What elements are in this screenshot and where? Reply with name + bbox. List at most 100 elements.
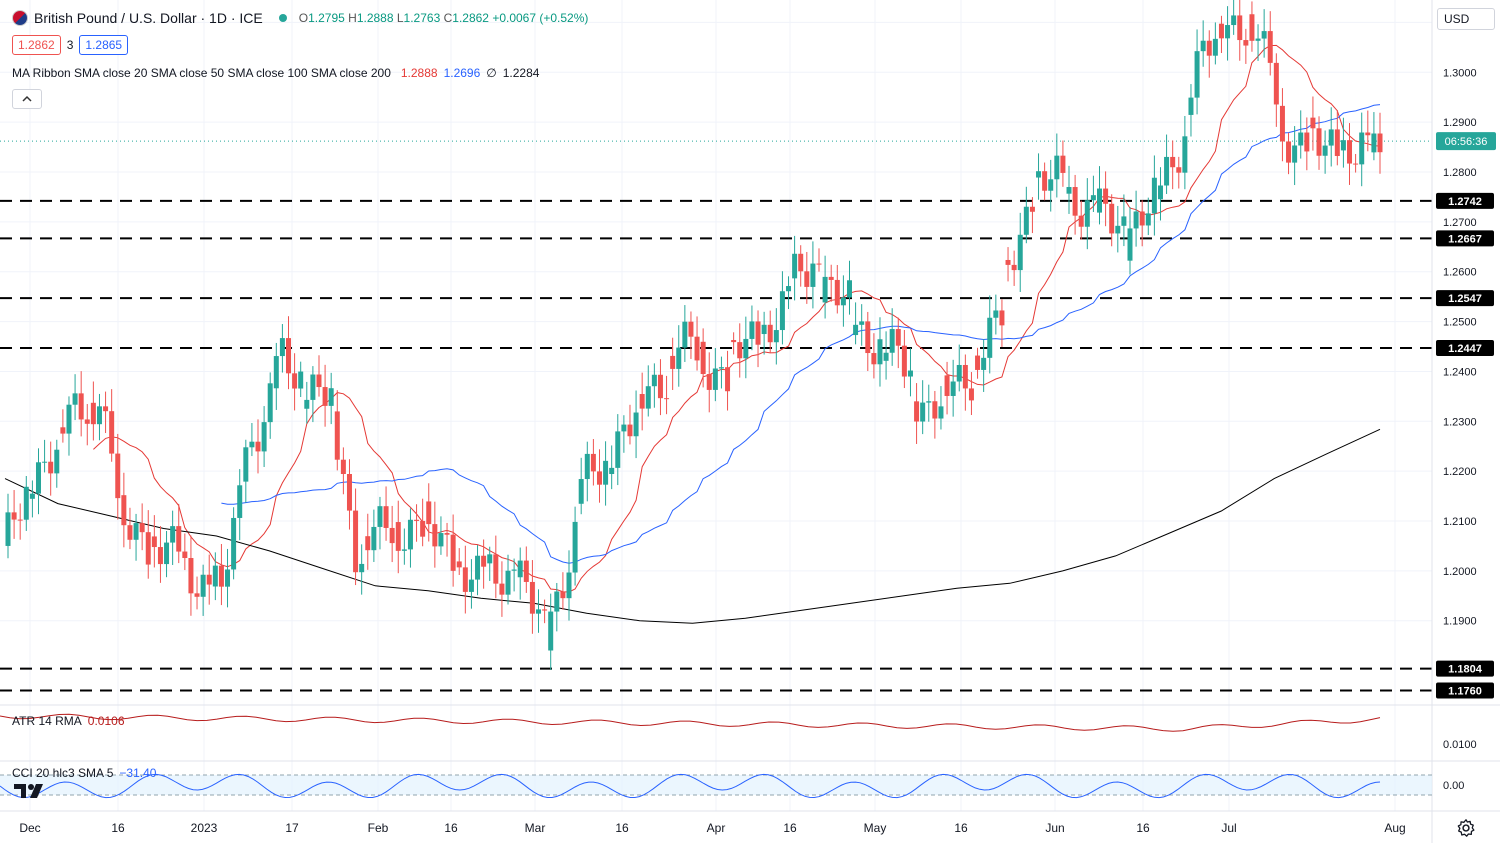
candle-body <box>1078 215 1084 227</box>
candle-body <box>651 374 657 387</box>
candle-body <box>261 422 267 452</box>
candle-body <box>1359 132 1365 165</box>
candle-body <box>1127 228 1133 261</box>
candle-body <box>127 525 133 540</box>
candle-body <box>1145 213 1151 226</box>
candle-body <box>298 371 304 389</box>
candle-body <box>285 338 291 374</box>
candle-body <box>487 554 493 564</box>
low-value: 1.2763 <box>403 11 441 25</box>
cci-legend[interactable]: CCI 20 hlc3 SMA 5 −31.40 <box>12 766 156 780</box>
candle-body <box>1292 145 1298 163</box>
candle-body <box>273 356 279 389</box>
price-axis[interactable]: 1.31001.30001.29001.28001.27001.26001.25… <box>1436 17 1496 792</box>
candle-body <box>1157 185 1163 200</box>
x-tick-label: Dec <box>19 821 40 835</box>
candle-body <box>151 536 157 548</box>
level-tag-label: 1.1804 <box>1448 664 1483 676</box>
candle-body <box>493 554 499 584</box>
x-tick-label: 16 <box>615 821 629 835</box>
candle-body <box>1121 216 1127 226</box>
time-axis[interactable]: Dec 16 2023 17 Feb 16 Mar 16 Apr 16 May 16 Jun 16 Jul A… <box>19 821 1405 835</box>
candle-body <box>1182 136 1188 173</box>
candle-body <box>206 574 212 585</box>
candle-body <box>164 542 170 565</box>
candle-body <box>54 449 60 474</box>
candle-body <box>871 353 877 365</box>
candle-body <box>1261 31 1267 39</box>
candle-body <box>279 338 285 357</box>
candle-body <box>377 506 383 527</box>
candle-body <box>810 263 816 287</box>
ask-button[interactable]: 1.2865 <box>79 35 129 55</box>
candle-body <box>962 364 968 389</box>
sma200-value: 1.2284 <box>502 66 540 80</box>
candle-body <box>566 572 572 599</box>
candle-body <box>1066 187 1072 194</box>
candle-body <box>816 263 822 265</box>
candle-body <box>786 286 792 292</box>
ma-ribbon-label: MA Ribbon SMA close 20 SMA close 50 SMA … <box>12 66 391 80</box>
currency-label: USD <box>1444 12 1470 26</box>
candle-body <box>578 479 584 504</box>
tradingview-logo[interactable] <box>14 782 48 805</box>
level-tag <box>1436 192 1494 209</box>
candle-body <box>1249 14 1255 41</box>
y-tick-label: 1.2000 <box>1443 566 1477 578</box>
candle-body <box>1017 234 1023 271</box>
candle-body <box>560 591 566 599</box>
candle-body <box>200 574 206 597</box>
level-tag <box>1436 340 1494 357</box>
candle-body <box>255 441 261 452</box>
candle-body <box>426 501 432 525</box>
y-tick-label: 1.2800 <box>1443 167 1477 179</box>
level-tag-label: 1.2742 <box>1448 196 1482 208</box>
x-tick-label: 16 <box>954 821 968 835</box>
candle-body <box>975 355 981 370</box>
ma-ribbon-legend[interactable]: MA Ribbon SMA close 20 SMA close 50 SMA … <box>12 66 539 80</box>
candle-body <box>798 253 804 272</box>
currency-selector[interactable]: USD <box>1437 8 1495 30</box>
candle-body <box>90 402 96 425</box>
candle-body <box>1322 145 1328 156</box>
collapse-legend-button[interactable] <box>12 89 42 109</box>
candle-body <box>1212 38 1218 56</box>
candle-body <box>846 280 852 298</box>
candle-body <box>792 253 798 279</box>
y-tick-label: 1.2100 <box>1443 516 1477 528</box>
candle-body <box>834 279 840 306</box>
atr-legend[interactable]: ATR 14 RMA 0.0106 <box>12 714 125 728</box>
candle-body <box>1286 141 1292 163</box>
gbp-usd-flag-icon <box>12 10 28 26</box>
candle-body <box>584 453 590 480</box>
candle-body <box>554 591 560 612</box>
candle-body <box>1231 15 1237 26</box>
change-value: +0.0067 (+0.52%) <box>492 11 589 25</box>
bid-button[interactable]: 1.2862 <box>12 35 61 55</box>
candle-body <box>938 406 944 419</box>
candle-body <box>999 310 1005 326</box>
candle-body <box>475 555 481 580</box>
candle-body <box>316 374 322 388</box>
candle-body <box>712 368 718 390</box>
y-tick-label: 1.2500 <box>1443 317 1477 329</box>
candle-body <box>755 321 761 345</box>
cci-band <box>0 775 1432 795</box>
candle-body <box>1029 206 1035 212</box>
y-tick-label: 1.2700 <box>1443 217 1477 229</box>
level-tag-label: 1.2447 <box>1448 343 1482 355</box>
candle-body <box>749 321 755 339</box>
gear-icon[interactable] <box>1455 817 1477 839</box>
sma20-value: 1.2888 <box>400 66 438 80</box>
candle-body <box>310 374 316 400</box>
candle-body <box>1139 211 1145 226</box>
candle-body <box>35 462 41 494</box>
x-tick-label: Jun <box>1045 821 1064 835</box>
candle-body <box>383 506 389 528</box>
level-tag <box>1436 682 1494 699</box>
candle-body <box>737 342 743 359</box>
candle-body <box>853 324 859 336</box>
candle-body <box>176 526 182 552</box>
